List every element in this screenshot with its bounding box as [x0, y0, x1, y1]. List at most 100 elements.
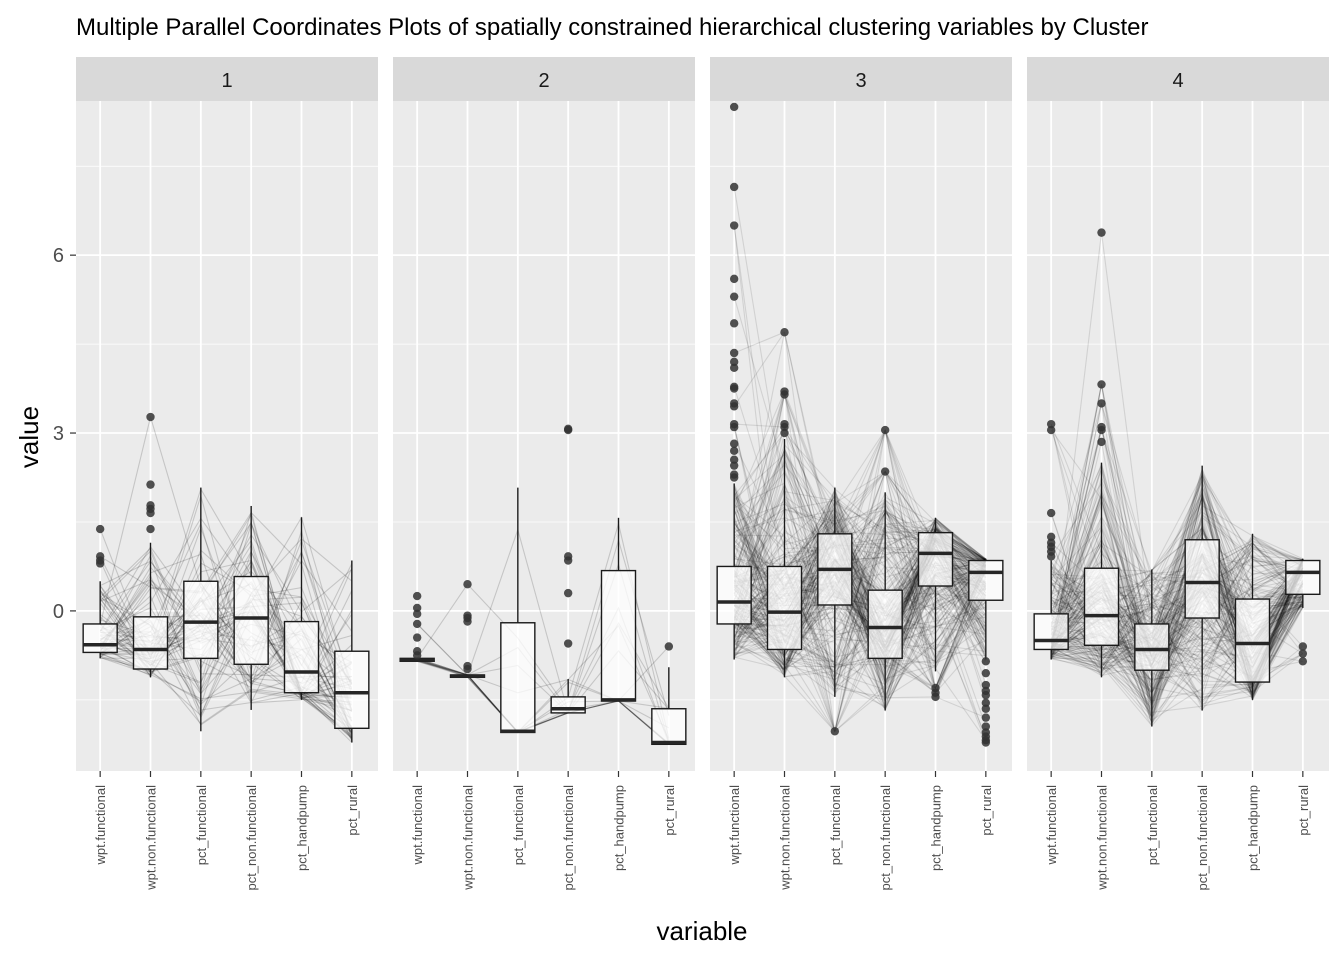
pcp-line — [1050, 384, 1304, 668]
boxplot-2-pct_functional — [500, 487, 536, 734]
pcp-line — [1050, 541, 1304, 656]
outlier-point — [1046, 425, 1056, 435]
outlier-point — [463, 661, 472, 671]
pcp-line — [1051, 472, 1303, 666]
pcp-line — [733, 506, 986, 648]
outlier-point — [563, 424, 573, 434]
outlier-point — [729, 102, 739, 112]
boxplot-3-wpt.non.functional — [766, 328, 803, 678]
outlier-point — [412, 603, 422, 613]
pcp-line — [733, 539, 987, 678]
pcp-line — [733, 392, 987, 719]
outlier-point — [729, 292, 739, 301]
outlier-point — [412, 647, 422, 656]
outlier-point — [981, 698, 991, 708]
outlier-point — [981, 680, 991, 690]
outlier-point — [981, 713, 991, 722]
boxplot-3-pct_non.functional — [867, 425, 903, 711]
pcp-line — [1050, 384, 1303, 709]
box — [716, 565, 752, 625]
boxplot-2-pct_non.functional — [550, 424, 586, 714]
outlier-point — [146, 524, 155, 534]
pcp-line — [733, 516, 987, 591]
facets: 1 wpt.functional wpt.non.functional pct_fun… — [76, 57, 1329, 891]
y-axis-title: value — [14, 406, 44, 468]
outlier-point — [729, 319, 739, 328]
boxplot-2-pct_handpump — [600, 517, 637, 702]
outlier-point — [729, 455, 739, 464]
facet-xticks-4: wpt.functional wpt.non.functional pct_func… — [1044, 771, 1311, 891]
x-tick-label-pct_non.functional: pct_non.functional — [878, 785, 893, 891]
outlier-point — [563, 639, 573, 648]
x-tick-label-pct_functional: pct_functional — [511, 785, 526, 865]
outlier-point — [1097, 422, 1106, 432]
pcp-line — [416, 538, 670, 734]
pcp-line — [733, 453, 987, 737]
boxplot-3-pct_rural — [968, 558, 1004, 747]
box — [1234, 598, 1271, 683]
box — [968, 559, 1004, 601]
boxplot-3-pct_functional — [817, 487, 853, 736]
outlier-point — [729, 363, 739, 373]
pcp-line — [733, 496, 987, 621]
pcp-line — [733, 546, 987, 676]
facet-panel-4 — [1027, 101, 1329, 771]
outlier-point — [463, 580, 472, 589]
x-tick-label-pct_rural: pct_rural — [979, 785, 994, 836]
facet-xticks-2: wpt.functional wpt.non.functional pct_func… — [410, 771, 677, 891]
pcp-line — [99, 521, 352, 711]
box — [183, 580, 219, 660]
outlier-point — [664, 642, 674, 651]
outlier-point — [1046, 508, 1056, 518]
box — [233, 575, 269, 665]
pcp-line — [733, 471, 987, 626]
pcp-line — [733, 468, 987, 727]
pcp-line — [1051, 571, 1303, 669]
box — [1285, 559, 1321, 596]
pcp-line — [99, 511, 353, 739]
pcp-line — [1050, 554, 1304, 675]
x-tick-label-pct_non.functional: pct_non.functional — [1195, 785, 1210, 891]
outlier-point — [880, 425, 890, 435]
facet-strip-label-2: 2 — [538, 70, 549, 92]
outlier-point — [729, 382, 739, 391]
facet-strip-label-3: 3 — [855, 70, 866, 92]
pcp-line — [99, 517, 353, 722]
box — [132, 616, 169, 670]
facet-strip-label-1: 1 — [221, 70, 232, 92]
boxplot-3-wpt.functional — [716, 102, 752, 660]
outlier-point — [1097, 228, 1106, 237]
outlier-point — [729, 399, 739, 408]
outlier-point — [1097, 399, 1106, 408]
pcp-line — [1050, 428, 1304, 701]
outlier-point — [146, 480, 155, 489]
pcp-line — [733, 531, 987, 650]
outlier-point — [729, 348, 739, 358]
outlier-point — [95, 524, 105, 534]
outlier-point — [95, 552, 105, 561]
y-tick-label-1: 3 — [53, 423, 64, 445]
facet-strip-4 — [1027, 57, 1329, 101]
pcp-line — [1051, 543, 1304, 659]
facet-2: 2 wpt.functional wpt.non.functional pct_fun… — [393, 57, 695, 891]
outlier-point — [981, 722, 991, 731]
boxplot-1-wpt.non.functional — [132, 412, 169, 678]
x-tick-label-wpt.non.functional: wpt.non.functional — [778, 785, 793, 891]
facet-3: 3 wpt.functional wpt.non.functional pct_fun… — [710, 57, 1012, 891]
outlier-point — [780, 419, 789, 429]
outlier-point — [463, 611, 472, 620]
outlier-point — [1097, 437, 1106, 447]
chart-title: Multiple Parallel Coordinates Plots of s… — [76, 14, 1149, 41]
pcp-line — [1051, 555, 1303, 718]
outlier-point — [1046, 538, 1056, 547]
boxplot-4-pct_handpump — [1234, 533, 1271, 700]
x-tick-label-pct_rural: pct_rural — [1296, 785, 1311, 836]
x-tick-label-wpt.functional: wpt.functional — [93, 785, 108, 866]
outlier-point — [1298, 642, 1308, 651]
facet-strip-3 — [710, 57, 1012, 101]
pcp-line — [733, 464, 987, 647]
pcp-line — [733, 470, 987, 699]
outlier-point — [880, 467, 890, 476]
boxplot-1-pct_rural — [334, 560, 370, 743]
pcp-line — [1050, 553, 1304, 666]
